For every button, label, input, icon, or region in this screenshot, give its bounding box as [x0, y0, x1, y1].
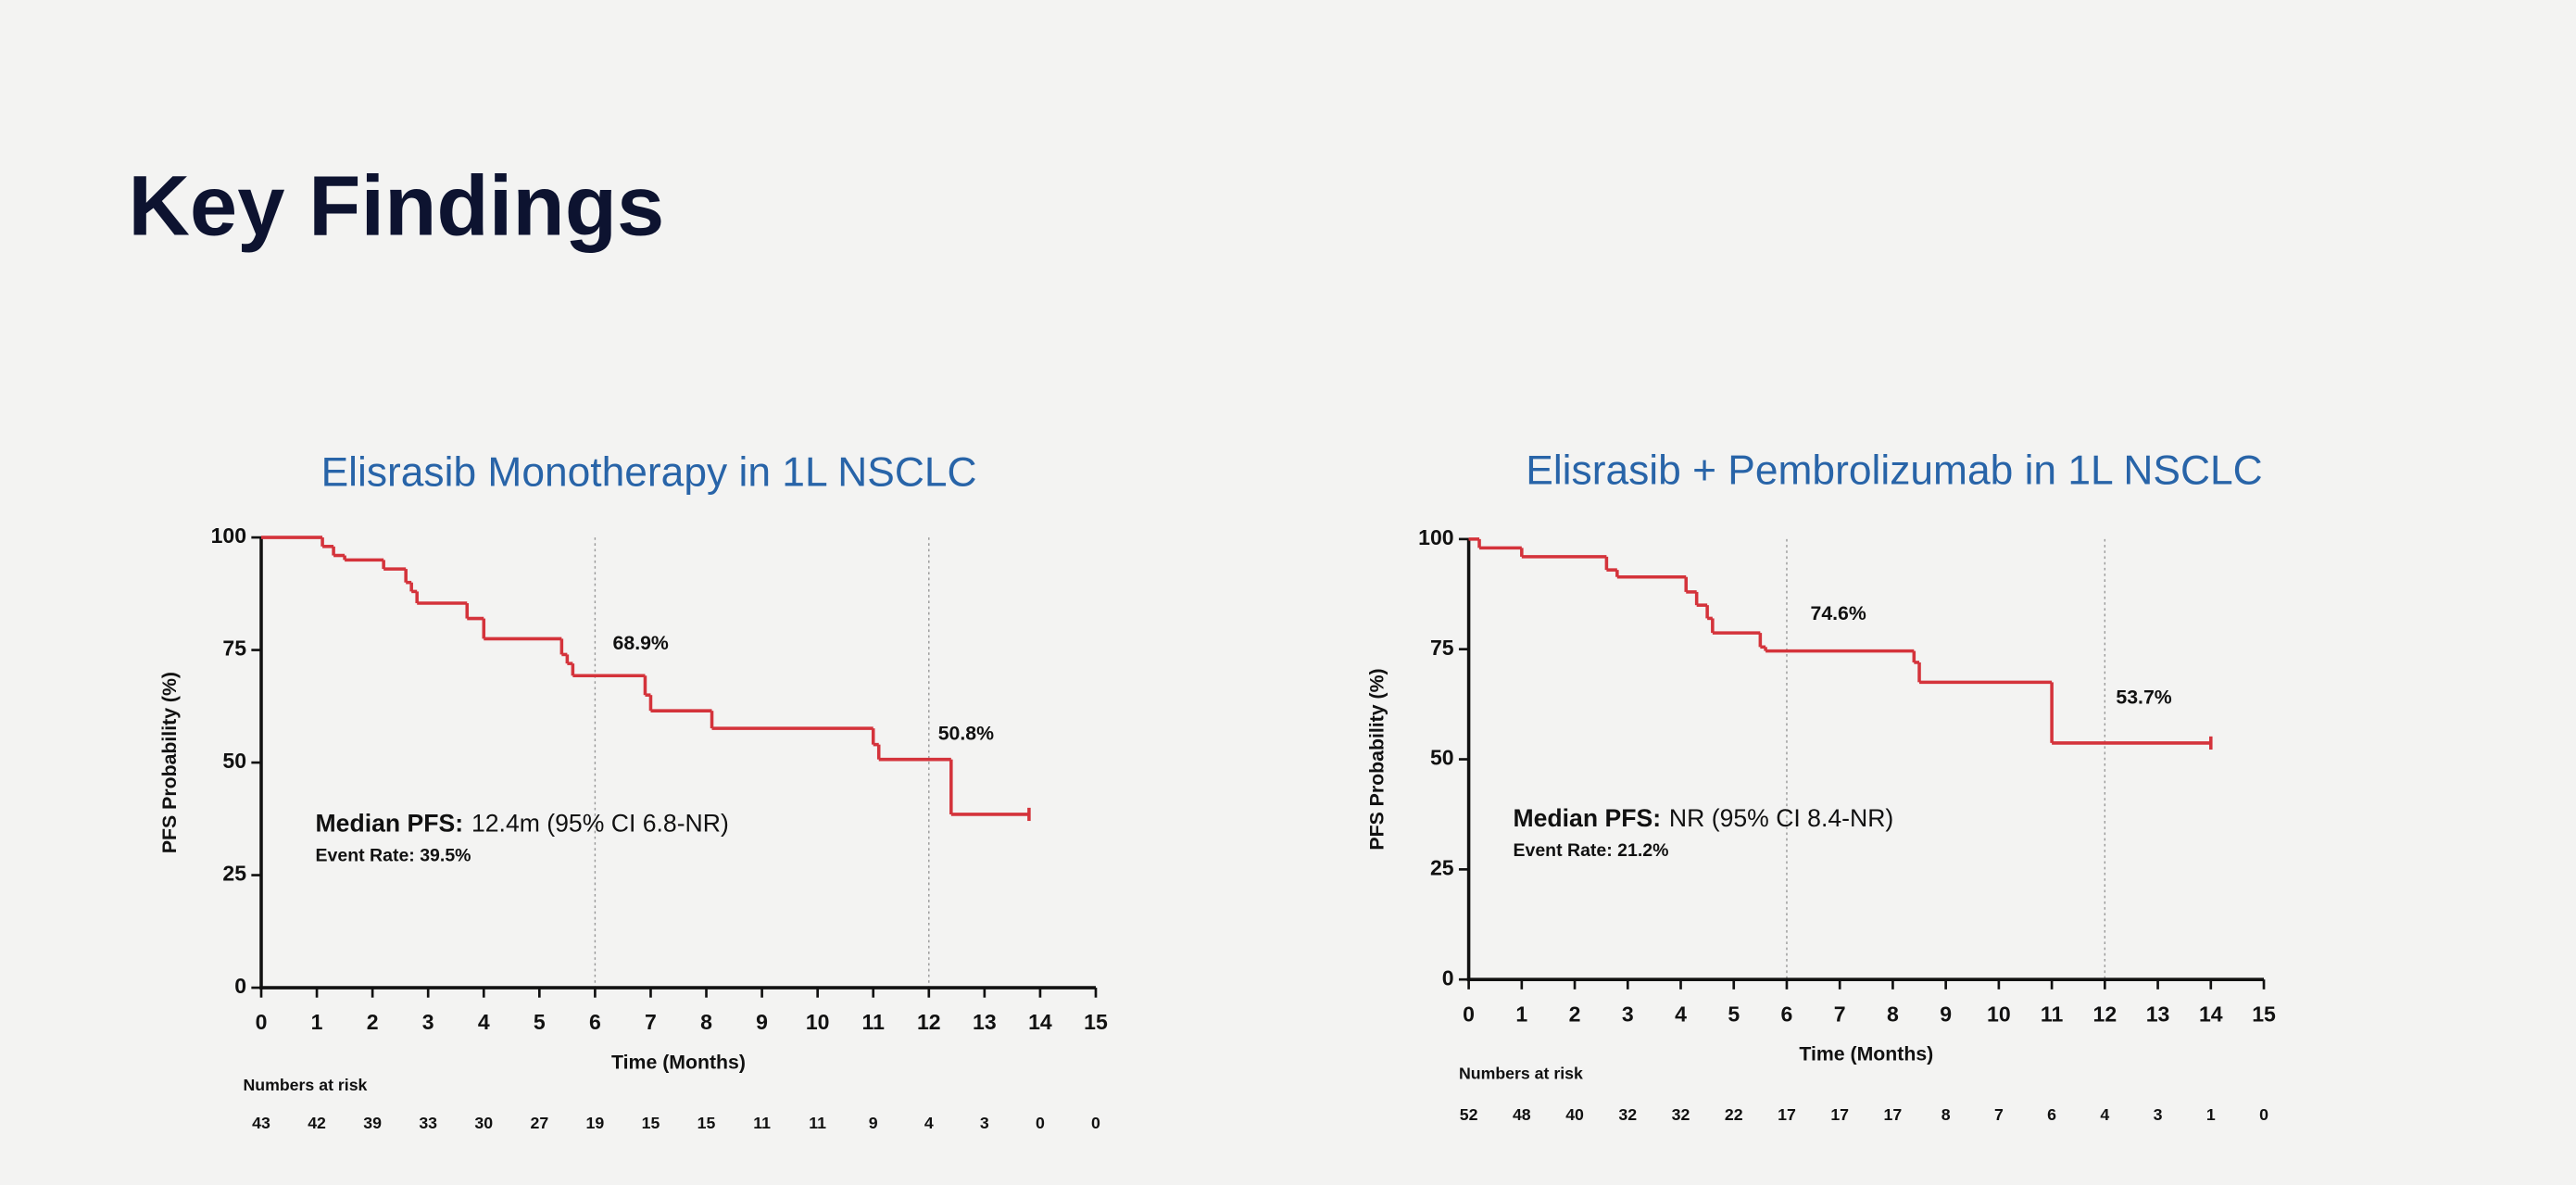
at-risk-count: 17 — [1884, 1105, 1903, 1124]
at-risk-count: 4 — [924, 1114, 934, 1132]
x-tick-label: 1 — [1515, 1002, 1527, 1026]
x-tick-label: 1 — [311, 1010, 323, 1034]
y-tick-label: 50 — [1430, 746, 1454, 770]
x-tick-label: 8 — [1887, 1002, 1899, 1026]
y-tick-label: 100 — [211, 523, 246, 548]
at-risk-count: 33 — [419, 1114, 437, 1132]
x-tick-label: 9 — [756, 1010, 768, 1034]
x-tick-label: 11 — [2041, 1002, 2064, 1026]
risk-label: Numbers at risk — [243, 1076, 367, 1094]
median-label: Median PFS: — [1513, 804, 1661, 832]
x-tick-label: 10 — [806, 1010, 830, 1034]
median-value: NR (95% CI 8.4-NR) — [1669, 804, 1893, 832]
at-risk-count: 32 — [1672, 1105, 1690, 1124]
median-pfs: Median PFS: 12.4m (95% CI 6.8-NR) — [316, 809, 729, 837]
x-tick-label: 12 — [2093, 1002, 2117, 1026]
at-risk-count: 6 — [2047, 1105, 2056, 1124]
x-tick-label: 4 — [1675, 1002, 1687, 1026]
x-tick-label: 14 — [2199, 1002, 2223, 1026]
at-risk-count: 42 — [308, 1114, 326, 1132]
at-risk-count: 32 — [1618, 1105, 1637, 1124]
at-risk-count: 43 — [252, 1114, 270, 1132]
x-tick-label: 11 — [862, 1010, 886, 1034]
at-risk-count: 8 — [1941, 1105, 1951, 1124]
y-tick-label: 0 — [1442, 965, 1454, 990]
at-risk-count: 4 — [2100, 1105, 2109, 1124]
x-tick-label: 5 — [534, 1010, 546, 1034]
median-pfs: Median PFS: NR (95% CI 8.4-NR) — [1513, 804, 1893, 832]
at-risk-count: 27 — [530, 1114, 548, 1132]
event-rate: Event Rate: 39.5% — [316, 845, 471, 865]
at-risk-count: 3 — [980, 1114, 989, 1132]
at-risk-count: 9 — [869, 1114, 878, 1132]
at-risk-count: 15 — [642, 1114, 660, 1132]
x-axis-label: Time (Months) — [611, 1051, 746, 1073]
y-tick-label: 100 — [1418, 525, 1453, 549]
at-risk-count: 17 — [1830, 1105, 1849, 1124]
x-tick-label: 13 — [973, 1010, 997, 1034]
x-tick-label: 4 — [478, 1010, 490, 1034]
x-axis-label: Time (Months) — [1799, 1042, 1933, 1065]
x-tick-label: 7 — [645, 1010, 657, 1034]
x-tick-label: 3 — [1622, 1002, 1634, 1026]
annotation: 68.9% — [613, 632, 669, 654]
y-tick-label: 75 — [1430, 636, 1454, 660]
at-risk-count: 17 — [1778, 1105, 1796, 1124]
x-tick-label: 0 — [256, 1010, 268, 1034]
at-risk-count: 52 — [1460, 1105, 1478, 1124]
chart-title: Elisrasib Monotherapy in 1L NSCLC — [321, 449, 977, 495]
x-tick-label: 2 — [1569, 1002, 1581, 1026]
at-risk-count: 11 — [753, 1114, 771, 1132]
x-tick-label: 9 — [1940, 1002, 1952, 1026]
x-tick-label: 2 — [367, 1010, 379, 1034]
slide-title: Key Findings — [128, 158, 664, 254]
event-rate: Event Rate: 21.2% — [1513, 840, 1668, 861]
at-risk-count: 19 — [586, 1114, 605, 1132]
y-tick-label: 75 — [222, 637, 246, 661]
at-risk-count: 22 — [1725, 1105, 1743, 1124]
x-tick-label: 7 — [1834, 1002, 1846, 1026]
at-risk-count: 39 — [363, 1114, 382, 1132]
y-tick-label: 0 — [234, 974, 246, 998]
annotation: 53.7% — [2116, 687, 2171, 709]
risk-label: Numbers at risk — [1459, 1065, 1583, 1083]
x-tick-label: 15 — [2252, 1002, 2276, 1026]
x-tick-label: 5 — [1728, 1002, 1740, 1026]
x-tick-label: 15 — [1084, 1010, 1108, 1034]
at-risk-count: 0 — [1091, 1114, 1100, 1132]
y-axis-label: PFS Probability (%) — [158, 672, 181, 853]
at-risk-count: 11 — [809, 1114, 826, 1132]
at-risk-count: 1 — [2206, 1105, 2216, 1124]
y-tick-label: 25 — [222, 862, 246, 886]
median-value: 12.4m (95% CI 6.8-NR) — [471, 809, 729, 837]
at-risk-count: 3 — [2154, 1105, 2163, 1124]
x-tick-label: 12 — [917, 1010, 941, 1034]
median-label: Median PFS: — [316, 809, 464, 837]
y-tick-label: 25 — [1430, 855, 1454, 879]
annotation: 74.6% — [1811, 602, 1866, 624]
x-tick-label: 14 — [1028, 1010, 1052, 1034]
x-tick-label: 3 — [422, 1010, 434, 1034]
at-risk-count: 0 — [1036, 1114, 1045, 1132]
x-tick-label: 10 — [1987, 1002, 2011, 1026]
x-tick-label: 8 — [700, 1010, 712, 1034]
at-risk-count: 48 — [1513, 1105, 1531, 1124]
at-risk-count: 30 — [474, 1114, 493, 1132]
y-tick-label: 50 — [222, 749, 246, 773]
at-risk-count: 0 — [2259, 1105, 2268, 1124]
at-risk-count: 7 — [1994, 1105, 2004, 1124]
x-tick-label: 6 — [1781, 1002, 1793, 1026]
x-tick-label: 6 — [589, 1010, 601, 1034]
x-tick-label: 0 — [1463, 1002, 1475, 1026]
at-risk-count: 15 — [697, 1114, 716, 1132]
x-tick-label: 13 — [2146, 1002, 2170, 1026]
y-axis-label: PFS Probability (%) — [1366, 668, 1389, 850]
chart-title: Elisrasib + Pembrolizumab in 1L NSCLC — [1526, 448, 2262, 494]
annotation: 50.8% — [938, 723, 994, 745]
at-risk-count: 40 — [1565, 1105, 1584, 1124]
